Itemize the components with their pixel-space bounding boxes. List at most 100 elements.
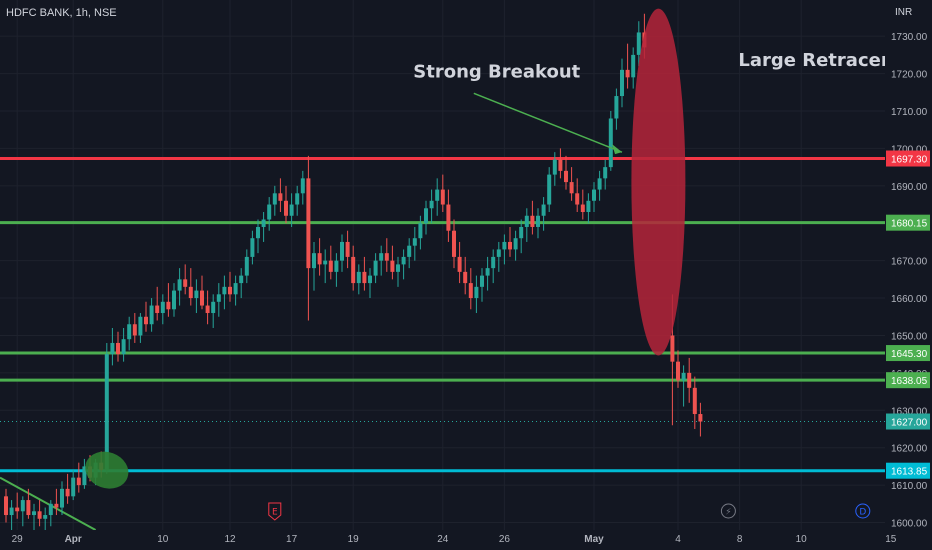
- earnings-marker: [268, 502, 282, 521]
- price-tick: 1730.00: [891, 32, 928, 43]
- time-tick-May: May: [584, 534, 604, 545]
- candle-body: [457, 256, 462, 272]
- candle-body: [54, 503, 59, 508]
- candle-body: [407, 245, 412, 257]
- candle-body: [468, 283, 473, 299]
- annotations: Strong Breakout Large Retracement E D ⚡: [85, 8, 932, 521]
- marker-label-⚡: ⚡: [725, 508, 731, 518]
- candle-body: [300, 178, 305, 194]
- level-tag-1697.30: 1697.30: [891, 155, 928, 166]
- candle-body: [575, 193, 580, 205]
- candle-body: [681, 372, 686, 381]
- candle-body: [48, 503, 53, 516]
- candle-body: [205, 305, 210, 314]
- candle-body: [491, 256, 496, 269]
- price-axis-bg: [885, 0, 932, 550]
- level-tag-1613.85: 1613.85: [891, 467, 928, 478]
- candle-body: [564, 170, 568, 183]
- candle-body: [474, 286, 479, 299]
- candle-body: [463, 271, 468, 284]
- trendline: [0, 476, 97, 531]
- candle-body: [698, 414, 703, 422]
- price-tick: 1600.00: [891, 519, 928, 530]
- annotation-arrowhead: [612, 144, 622, 155]
- candle-body: [614, 96, 619, 119]
- candle-body: [586, 200, 591, 213]
- candle-body: [670, 335, 675, 362]
- candle-body: [384, 253, 389, 261]
- dividend-marker: [855, 503, 871, 519]
- candle-body: [132, 324, 137, 336]
- candle-body: [362, 271, 367, 284]
- candle-body: [138, 316, 143, 336]
- level-tag-bg: [886, 372, 930, 389]
- candle-body: [188, 286, 193, 299]
- candle-body: [580, 204, 585, 213]
- candle-body: [547, 174, 552, 205]
- candle-body: [166, 301, 171, 310]
- price-tick: 1650.00: [891, 331, 928, 342]
- candle-body: [76, 477, 81, 486]
- candle-body: [390, 260, 395, 272]
- candle-body: [440, 189, 445, 205]
- candle-body: [272, 193, 277, 205]
- candle-body: [379, 253, 384, 261]
- candle-body: [676, 361, 680, 381]
- time-tick-8: 8: [737, 534, 743, 545]
- candle-body: [569, 182, 574, 194]
- candle-body: [536, 215, 540, 227]
- candle-body: [284, 200, 288, 216]
- time-tick-29: 29: [12, 534, 24, 545]
- candle-body: [149, 305, 154, 325]
- candle-body: [373, 260, 378, 276]
- candle-body: [603, 167, 608, 179]
- candle-body: [519, 226, 524, 239]
- symbol-title: HDFC BANK, 1h, NSE: [6, 7, 117, 19]
- time-tick-10: 10: [157, 534, 169, 545]
- time-axis[interactable]: 29 Apr 10 12 17 19 24 26 May 4 8 10 15: [0, 530, 932, 550]
- time-tick-Apr: Apr: [65, 534, 82, 545]
- price-levels: [0, 157, 885, 473]
- candle-body: [65, 488, 70, 497]
- candle-body: [295, 193, 300, 205]
- currency-label: INR: [895, 7, 913, 18]
- candle-body: [323, 260, 328, 265]
- candle-body: [278, 193, 283, 201]
- candle-body: [485, 268, 490, 276]
- price-tick: 1620.00: [891, 444, 928, 455]
- candle-body: [121, 339, 126, 355]
- candle-body: [356, 271, 361, 284]
- candle-body: [177, 279, 182, 291]
- candle-body: [116, 342, 120, 355]
- split-marker: [720, 503, 736, 519]
- candle-body: [32, 511, 36, 516]
- candle-body: [233, 283, 238, 295]
- candle-body: [558, 159, 563, 171]
- annotation-arrow: [473, 92, 623, 153]
- candle-body: [508, 241, 512, 250]
- price-tick: 1690.00: [891, 182, 928, 193]
- candle-body: [15, 507, 20, 512]
- candle-body: [317, 253, 322, 265]
- level-tag-1645.30: 1645.30: [891, 349, 928, 360]
- candle-body: [636, 32, 641, 55]
- candle-body: [328, 260, 333, 272]
- price-tick: 1670.00: [891, 257, 928, 268]
- candle-body: [340, 241, 344, 261]
- time-tick-24: 24: [437, 534, 449, 545]
- annotation-strong-breakout: Strong Breakout: [413, 61, 580, 82]
- candle-body: [306, 178, 311, 269]
- price-tick: 1700.00: [891, 144, 928, 155]
- time-tick-19: 19: [348, 534, 360, 545]
- level-tag-bg: [886, 214, 930, 231]
- candle-body: [144, 316, 148, 325]
- candle-body: [216, 294, 221, 302]
- current-price-tag-bg: [886, 413, 930, 430]
- level-tag-bg: [886, 150, 930, 167]
- candle-body: [692, 387, 697, 415]
- level-tag-1638.05: 1638.05: [891, 376, 928, 387]
- chart-grid: [0, 0, 892, 530]
- price-axis[interactable]: 1600.001610.001620.001630.001640.001650.…: [885, 0, 932, 550]
- candle-body: [412, 238, 417, 246]
